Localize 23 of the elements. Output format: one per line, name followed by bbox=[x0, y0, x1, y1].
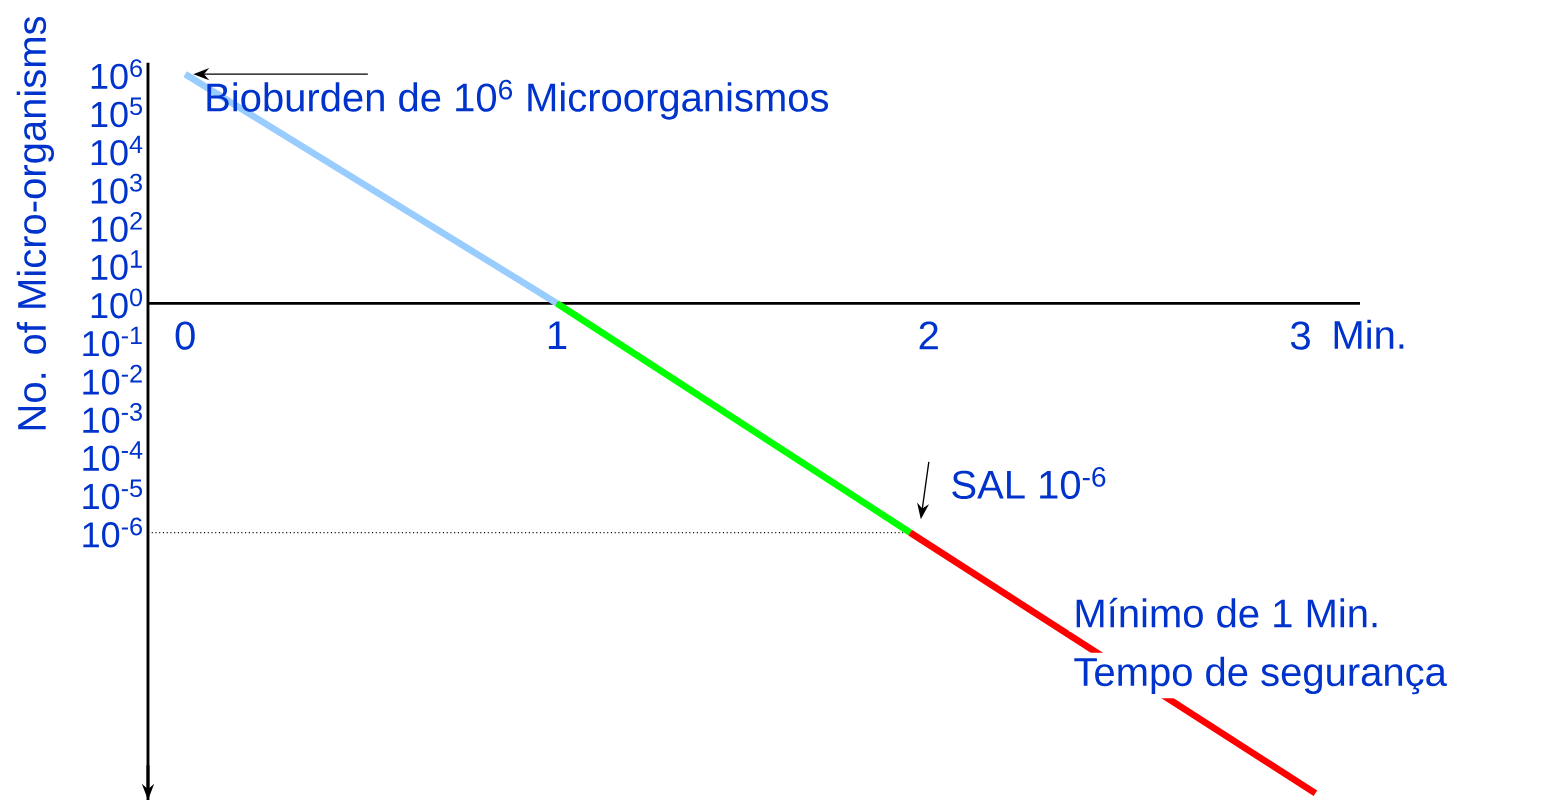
x-tick-label: 1 bbox=[548, 321, 567, 349]
y-tick-label: 10$^{6}$ bbox=[91, 59, 142, 90]
y-tick-label: 10$^{4}$ bbox=[91, 135, 143, 166]
annotation: Tempo de segurança bbox=[1074, 656, 1447, 695]
y-tick-label: 10$^{-1}$ bbox=[83, 326, 142, 357]
y-axis-title: No. of Micro-organisms bbox=[16, 16, 54, 430]
annotation: Mínimo de 1 Min. bbox=[1076, 597, 1377, 628]
annotation: SAL 10$^{-6}$ bbox=[952, 467, 1106, 499]
x-tick-label: 0 bbox=[175, 321, 195, 350]
y-tick-label: 10$^{3}$ bbox=[91, 173, 142, 204]
y-tick-label: 10$^{-2}$ bbox=[83, 364, 142, 395]
y-tick-label: 10$^{1}$ bbox=[91, 250, 142, 281]
x-tick-label: 3 bbox=[1290, 321, 1310, 350]
y-tick-label: 10$^{2}$ bbox=[91, 211, 142, 242]
x-tick-label: 2 bbox=[919, 321, 938, 350]
annotation: Bioburden de 10$^{6}$ Microorganismos bbox=[207, 79, 829, 120]
y-tick-label: 10$^{-5}$ bbox=[83, 479, 143, 510]
x-axis-title: Min. bbox=[1334, 319, 1404, 349]
y-tick-label: 10$^{-3}$ bbox=[83, 403, 142, 433]
y-tick-label: 10$^{0}$ bbox=[91, 288, 143, 319]
y-tick-label: 10$^{-4}$ bbox=[83, 441, 143, 472]
y-tick-label: 10$^{5}$ bbox=[91, 97, 143, 128]
y-tick-label: 10$^{-6}$ bbox=[83, 517, 142, 548]
